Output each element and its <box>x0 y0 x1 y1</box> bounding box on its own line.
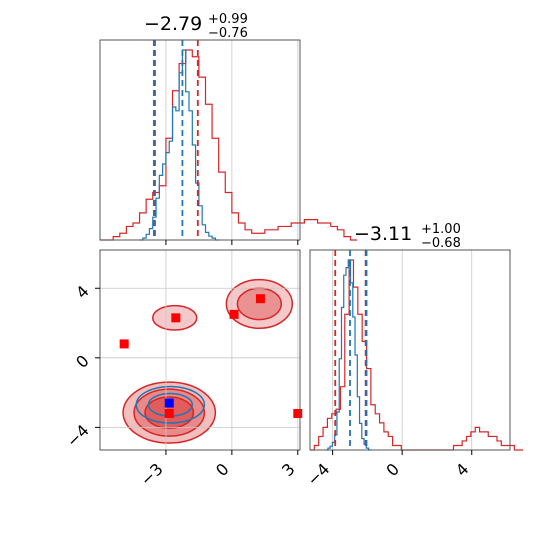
x-tick-label: −3 <box>137 459 167 489</box>
title-param-2: −3.11 <box>354 223 412 245</box>
contour-fills <box>122 278 294 444</box>
contour-red-outer <box>225 278 294 330</box>
contour-blue-outer <box>135 385 206 424</box>
title-param-1: −2.79 <box>144 13 202 35</box>
title-param-1-plus: +0.99 <box>208 12 248 27</box>
histogram-blue-param-2 <box>325 259 371 451</box>
x-tick-label: −4 <box>303 459 333 489</box>
title-param-1-minus: −0.76 <box>208 26 248 41</box>
y-tick-label: −4 <box>63 421 93 451</box>
y-tick-label: 4 <box>72 282 93 303</box>
point-marker-red <box>171 313 181 323</box>
histogram-red-param-1 <box>100 49 358 241</box>
data-marks <box>100 40 524 451</box>
x-tick-label: 3 <box>278 459 299 480</box>
point-marker-red <box>164 408 174 418</box>
title-param-2-minus: −0.68 <box>421 236 461 251</box>
point-marker-red <box>255 294 265 304</box>
y-tick-label: 0 <box>72 351 93 372</box>
histogram-blue-param-1 <box>139 49 219 241</box>
point-marker-blue <box>164 398 174 408</box>
point-marker-red <box>229 309 239 319</box>
point-marker-red <box>119 339 129 349</box>
contour-red-middle <box>236 287 283 321</box>
x-tick-label: 0 <box>382 459 403 480</box>
x-tick-label: 0 <box>212 459 233 480</box>
point-marker-red <box>293 408 303 418</box>
panel-frame <box>99 39 301 241</box>
panel-frame <box>309 249 511 451</box>
histogram-red-param-2 <box>310 259 524 451</box>
panel-frame <box>99 249 301 451</box>
title-param-2-plus: +1.00 <box>421 222 461 237</box>
x-tick-label: 4 <box>452 459 473 480</box>
